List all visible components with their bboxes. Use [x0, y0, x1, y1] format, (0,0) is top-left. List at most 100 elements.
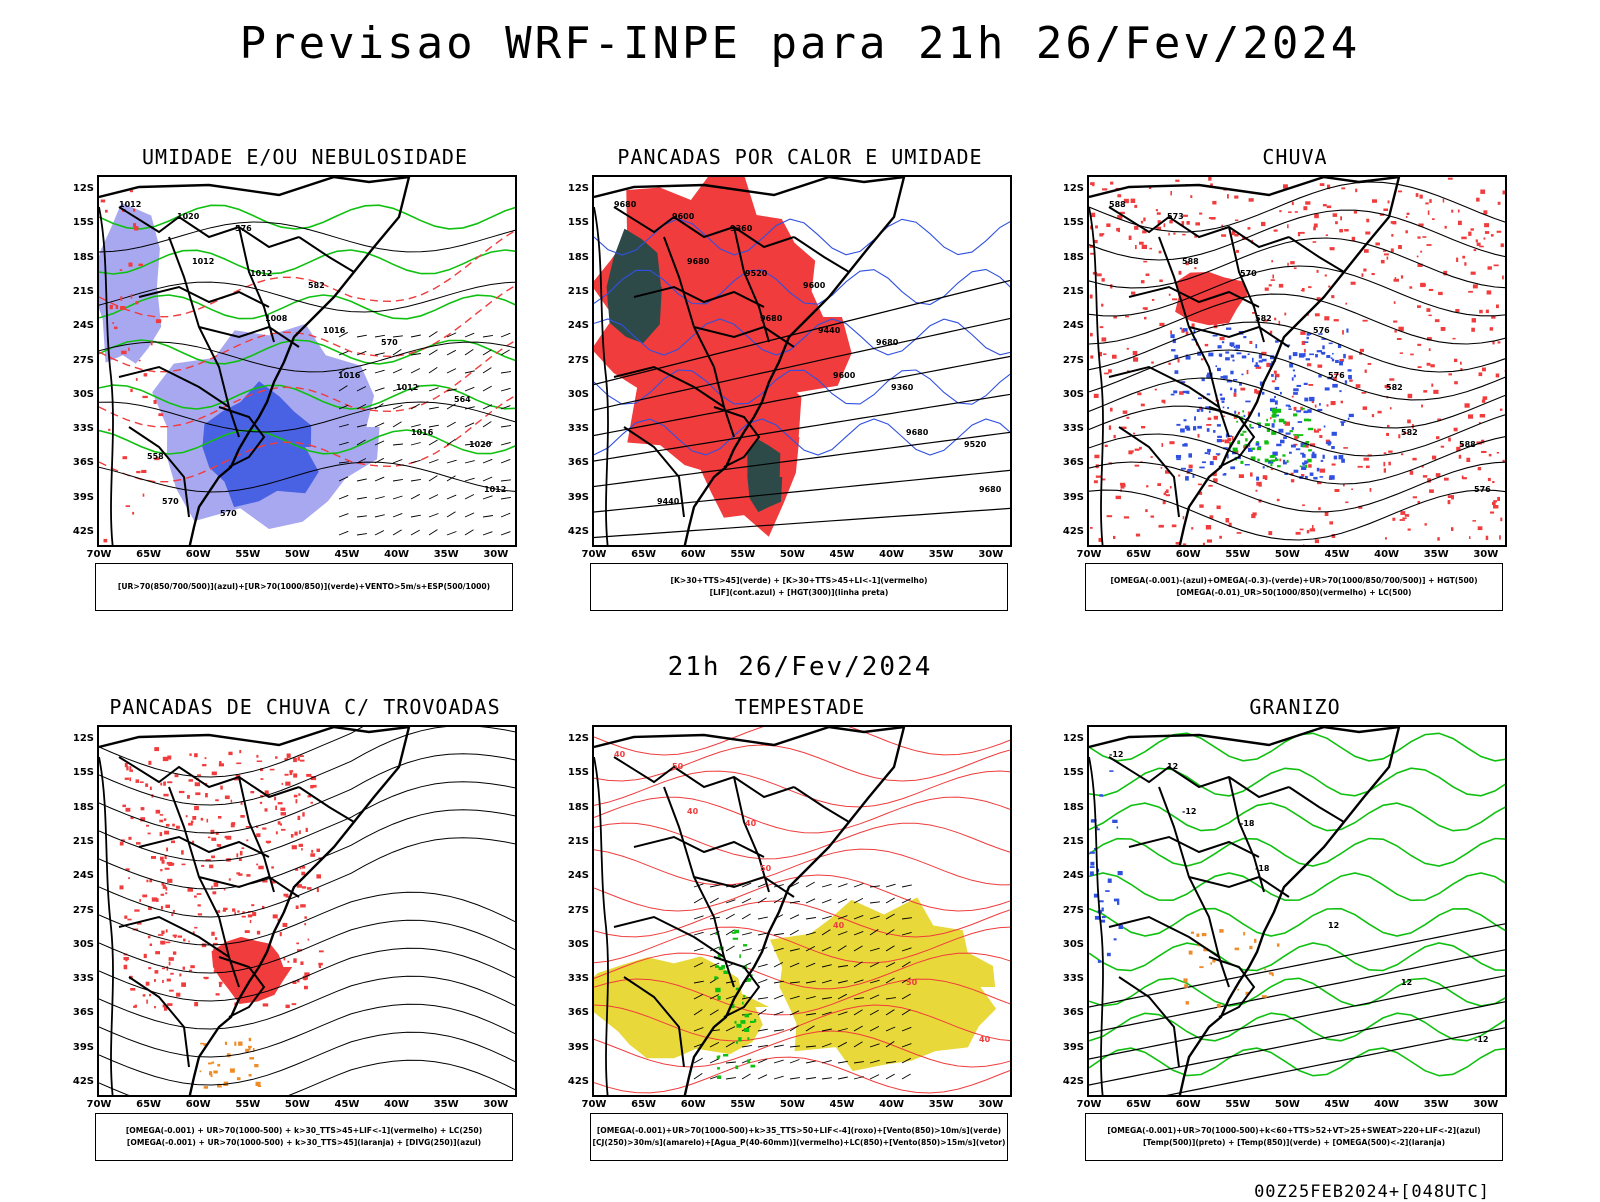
storm-speckle-red	[166, 966, 169, 971]
storm-speckle-red	[190, 820, 194, 823]
wind-vector	[428, 387, 439, 392]
map-pancadas-calor[interactable]: 9680 9680 9680 9600 9680 9680 9600 9520 9440 9360…	[592, 175, 1012, 547]
storm-speckle-red	[219, 982, 222, 988]
border-line	[168, 786, 240, 988]
rain-speckle-red	[1115, 495, 1121, 500]
lat-label: 27S	[72, 354, 94, 366]
rain-speckle-red	[1497, 341, 1501, 344]
rain-speckle-blue	[1219, 393, 1223, 396]
omega-speckle-orange	[1212, 959, 1216, 963]
storm-speckle-red	[304, 916, 307, 919]
lat-label: 21S	[567, 835, 589, 847]
lon-label: 55W	[235, 549, 261, 560]
rain-speckle-blue	[1280, 391, 1282, 395]
border-line	[138, 835, 270, 858]
map-tempestade[interactable]: 40 40 50 40 50 40 50 40	[592, 725, 1012, 1097]
rain-speckle-red	[1375, 242, 1380, 246]
pressure-contour	[99, 221, 515, 253]
wind-vector	[821, 1028, 832, 1032]
rain-speckle-red	[1266, 362, 1271, 368]
wind-vector	[773, 980, 784, 984]
storm-speckle-red	[310, 853, 316, 857]
storm-speckle-red	[123, 964, 128, 970]
omega-speckle-orange	[1234, 947, 1240, 951]
rain-speckle-blue	[1295, 448, 1301, 451]
rain-speckle-red	[1197, 483, 1202, 486]
lat-label: 18S	[567, 251, 589, 263]
rain-speckle-red	[1224, 439, 1230, 444]
rain-speckle-blue	[1296, 384, 1302, 387]
wind-vector	[356, 350, 367, 356]
rain-speckle-red	[1417, 366, 1422, 368]
rain-speckle-red	[1219, 337, 1225, 341]
wind-vector	[428, 367, 438, 374]
rain-speckle-red	[1219, 535, 1222, 539]
rain-speckle-red	[1362, 406, 1368, 410]
storm-speckle-red	[133, 1005, 137, 1008]
rain-speckle-red	[1090, 182, 1095, 186]
lon-label: 50W	[779, 549, 805, 560]
rain-speckle-blue	[1341, 458, 1345, 463]
rain-speckle-red	[1400, 511, 1406, 515]
rain-speckle-red	[1443, 270, 1448, 276]
storm-speckle-red	[256, 833, 261, 838]
storm-speckle-red	[188, 969, 193, 972]
border-line	[1108, 756, 1290, 799]
map-umidade[interactable]: 1012 1012 1008 1016 1016 1012 1020 1012 1016 1012…	[97, 175, 517, 547]
rain-speckle-red	[1383, 461, 1386, 467]
water-vapor-contour	[594, 796, 1010, 834]
rain-speckle-red	[1255, 489, 1258, 492]
storm-speckle-red	[240, 801, 243, 805]
rain-speckle-blue	[1307, 409, 1312, 413]
wind-speckle-green	[743, 944, 748, 947]
rain-speckle-blue	[1332, 352, 1334, 355]
border-line	[198, 875, 300, 898]
wind-vector	[869, 1043, 880, 1048]
hgt500-contour	[1089, 265, 1505, 317]
wind-vector	[789, 981, 800, 984]
rain-speckle-red	[1496, 230, 1502, 233]
rain-speckle-red	[1231, 230, 1236, 236]
rain-speckle-red	[1104, 444, 1108, 447]
storm-speckle-red	[318, 950, 324, 953]
border-line	[198, 325, 300, 348]
rain-speckle-green	[1257, 458, 1260, 462]
storm-speckle-red	[284, 758, 289, 761]
rain-speckle-red	[1314, 404, 1317, 408]
streamline-250	[99, 753, 515, 834]
storm-speckle-red	[194, 782, 200, 787]
wind-vector	[757, 897, 767, 904]
run-info: 00Z25FEB2024+[048UTC]	[1254, 1182, 1490, 1202]
rain-speckle-red	[1149, 247, 1152, 250]
rain-speckle-red	[1300, 331, 1306, 335]
lat-label: 30S	[1062, 938, 1084, 950]
valid-time-title: 21h 26/Fev/2024	[667, 652, 933, 682]
storm-speckle-red	[194, 926, 198, 929]
wind-vector	[446, 368, 457, 374]
wind-vector	[837, 915, 848, 920]
storm-speckle-red	[218, 981, 223, 985]
wind-vector	[805, 1025, 815, 1032]
contour-label: 582	[1401, 428, 1418, 437]
rain-speckle-red	[1157, 220, 1161, 225]
wind-vector	[374, 476, 385, 482]
wind-vector	[805, 1045, 816, 1048]
storm-speckle-red	[259, 801, 263, 804]
rain-speckle-red	[1326, 404, 1329, 407]
wind-speckle-green	[736, 1023, 742, 1028]
rain-speckle-red	[1388, 450, 1393, 453]
map-granizo[interactable]: -12 -12 -18 12 12 -12 12 -18	[1087, 725, 1507, 1097]
rain-speckle-red	[1237, 411, 1240, 415]
rain-speckle-red	[1462, 255, 1466, 259]
map-pancadas-trovoadas[interactable]	[97, 725, 517, 1097]
rain-speckle-red	[1287, 262, 1289, 267]
panel-umidade: UMIDADE E/OU NEBULOSIDADE 1012 1012 1008 10…	[60, 145, 550, 635]
rain-speckle-red	[1233, 392, 1237, 397]
storm-speckle-red	[270, 880, 276, 884]
wind-vector	[789, 962, 800, 968]
wind-vector	[853, 979, 864, 984]
map-chuva[interactable]: 588 588 582 576 582 576 573 570 576 582 588	[1087, 175, 1507, 547]
storm-speckle-red	[158, 934, 164, 936]
rain-speckle-blue	[1274, 400, 1278, 405]
hail-speckle-blue	[1101, 916, 1106, 919]
